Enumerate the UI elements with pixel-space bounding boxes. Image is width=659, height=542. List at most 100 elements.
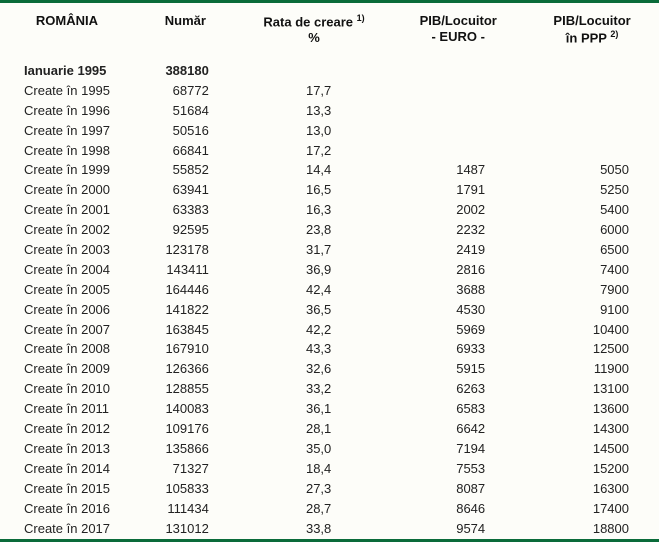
row-label: Create în 2011 [0,400,134,420]
col-numar: Număr [134,3,237,56]
col-romania: ROMÂNIA [0,3,134,56]
table-row: Create în 201114008336,1658313600 [0,400,659,420]
col-rata-unit: % [308,30,320,45]
header-row-numar: 388180 [134,62,237,82]
row-rata: 36,5 [237,300,391,320]
row-ppp [525,141,659,161]
row-label: Create în 2002 [0,221,134,241]
row-rata: 27,3 [237,479,391,499]
row-ppp: 9100 [525,300,659,320]
row-pib: 5915 [391,360,525,380]
row-label: Create în 2016 [0,499,134,519]
row-label: Create în 2004 [0,260,134,280]
row-numar: 140083 [134,400,237,420]
row-rata: 43,3 [237,340,391,360]
row-ppp: 16300 [525,479,659,499]
row-rata: 36,9 [237,260,391,280]
row-ppp: 6500 [525,241,659,261]
table-head: ROMÂNIA Număr Rata de creare 1) % PIB/Lo… [0,3,659,56]
row-rata: 33,8 [237,519,391,539]
table-row: Create în 200516444642,436887900 [0,280,659,300]
row-pib: 5969 [391,320,525,340]
row-numar: 63941 [134,181,237,201]
row-ppp: 12500 [525,340,659,360]
row-label: Create în 2003 [0,241,134,261]
row-label: Create în 2015 [0,479,134,499]
row-ppp: 13600 [525,400,659,420]
row-ppp: 5050 [525,161,659,181]
table-row: Create în 200716384542,2596910400 [0,320,659,340]
bottom-rule [0,539,659,542]
col-numar-label: Număr [165,13,206,28]
data-table: ROMÂNIA Număr Rata de creare 1) % PIB/Lo… [0,3,659,539]
row-label: Create în 2014 [0,459,134,479]
row-pib: 2002 [391,201,525,221]
row-numar: 51684 [134,101,237,121]
row-rata: 33,2 [237,380,391,400]
col-rata: Rata de creare 1) % [237,3,391,56]
table-row: Create în 19956877217,7 [0,81,659,101]
row-ppp [525,101,659,121]
col-pib-ppp: PIB/Locuitor în PPP 2) [525,3,659,56]
row-pib [391,141,525,161]
row-ppp: 14300 [525,420,659,440]
row-ppp: 5400 [525,201,659,221]
row-numar: 105833 [134,479,237,499]
table-row: Create în 201510583327,3808716300 [0,479,659,499]
row-ppp [525,81,659,101]
row-numar: 50516 [134,121,237,141]
row-rata: 28,1 [237,420,391,440]
row-ppp [525,121,659,141]
row-pib: 7553 [391,459,525,479]
row-pib: 7194 [391,439,525,459]
row-pib: 2816 [391,260,525,280]
row-pib: 6263 [391,380,525,400]
table-row: Create în 20029259523,822326000 [0,221,659,241]
col-ppp-line1: PIB/Locuitor [553,13,630,28]
row-rata: 35,0 [237,439,391,459]
row-rata: 16,3 [237,201,391,221]
table-row: Create în 201713101233,8957418800 [0,519,659,539]
row-numar: 111434 [134,499,237,519]
row-rata: 28,7 [237,499,391,519]
row-pib: 6933 [391,340,525,360]
table-row: Create în 19965168413,3 [0,101,659,121]
header-data-row: Ianuarie 1995 388180 [0,62,659,82]
row-numar: 163845 [134,320,237,340]
table-row: Create în 201611143428,7864617400 [0,499,659,519]
row-numar: 68772 [134,81,237,101]
row-pib: 9574 [391,519,525,539]
row-label: Create în 2008 [0,340,134,360]
row-label: Create în 2007 [0,320,134,340]
row-label: Create în 2001 [0,201,134,221]
row-pib: 1487 [391,161,525,181]
row-ppp: 11900 [525,360,659,380]
col-pib-line1: PIB/Locuitor [420,13,497,28]
table-row: Create în 19986684117,2 [0,141,659,161]
table-row: Create în 200816791043,3693312500 [0,340,659,360]
row-pib: 3688 [391,280,525,300]
row-pib: 8087 [391,479,525,499]
row-ppp: 10400 [525,320,659,340]
row-ppp: 17400 [525,499,659,519]
table-container: ROMÂNIA Număr Rata de creare 1) % PIB/Lo… [0,0,659,542]
row-label: Create în 2000 [0,181,134,201]
table-row: Create în 20147132718,4755315200 [0,459,659,479]
table-row: Create în 19975051613,0 [0,121,659,141]
row-rata: 13,0 [237,121,391,141]
row-numar: 109176 [134,420,237,440]
table-row: Create în 20006394116,517915250 [0,181,659,201]
row-label: Create în 2006 [0,300,134,320]
row-pib: 1791 [391,181,525,201]
row-numar: 141822 [134,300,237,320]
row-ppp: 5250 [525,181,659,201]
row-pib: 8646 [391,499,525,519]
row-label: Create în 1999 [0,161,134,181]
header-row-label: Ianuarie 1995 [0,62,134,82]
row-ppp: 7400 [525,260,659,280]
row-label: Create în 1997 [0,121,134,141]
row-numar: 135866 [134,439,237,459]
row-rata: 16,5 [237,181,391,201]
table-row: Create în 200414341136,928167400 [0,260,659,280]
table-row: Create în 200614182236,545309100 [0,300,659,320]
